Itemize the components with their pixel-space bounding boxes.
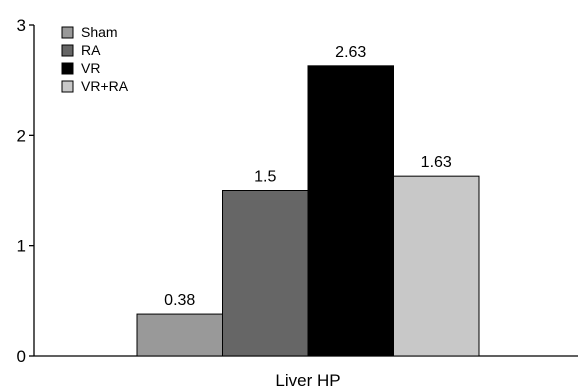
legend: Sham RA VR VR+RA	[61, 24, 129, 94]
legend-label: VR+RA	[81, 78, 129, 94]
x-axis-label: Liver HP	[275, 371, 340, 390]
y-tick-label: 1	[17, 237, 26, 256]
bar-vr	[307, 65, 394, 357]
bars: 0.38 1.5 2.63 1.63	[136, 44, 480, 357]
y-tick-label: 2	[17, 126, 26, 145]
legend-swatch	[61, 44, 74, 57]
bar-sham	[136, 313, 223, 357]
legend-swatch	[61, 62, 74, 75]
legend-swatch	[61, 26, 74, 39]
y-tick-label: 0	[17, 347, 26, 366]
axes: 0 1 2 3	[17, 16, 578, 366]
legend-swatch	[61, 80, 74, 93]
legend-label: RA	[81, 42, 101, 58]
bar-vr-ra	[393, 175, 480, 357]
legend-label: VR	[81, 60, 100, 76]
y-tick-label: 3	[17, 16, 26, 35]
data-label: 1.63	[421, 154, 452, 171]
data-label: 0.38	[164, 292, 195, 309]
legend-label: Sham	[81, 24, 118, 40]
data-label: 2.63	[335, 44, 366, 61]
bar-ra	[222, 190, 309, 357]
data-label: 1.5	[254, 169, 276, 186]
